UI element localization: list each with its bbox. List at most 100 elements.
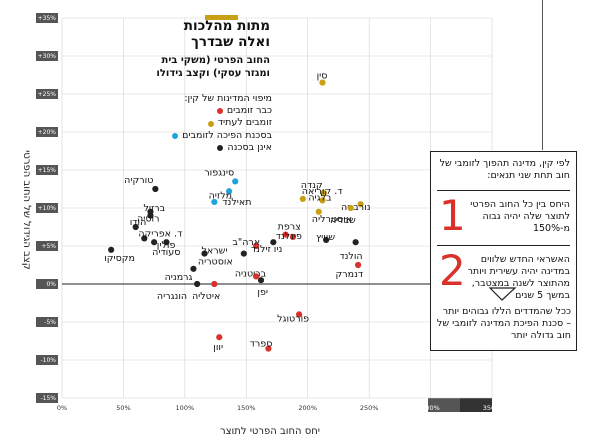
condition-2-text: האשראי החדש שלווים במדינה יהיה עשירית וי…	[467, 254, 570, 301]
point-label: ניו זילנד	[251, 244, 282, 255]
point-label: שבדיה	[330, 215, 356, 226]
data-point	[147, 212, 154, 219]
point-label: תאילנד	[222, 197, 251, 208]
data-point	[315, 208, 322, 215]
y-tick-bg	[36, 165, 58, 175]
point-label: הונגריה	[157, 291, 187, 302]
y-tick-bg	[36, 355, 58, 365]
legend-label: אינן בסכנה	[227, 141, 272, 153]
data-point	[225, 188, 233, 195]
y-tick-label: -5%	[44, 319, 56, 326]
point-label: ד. קוריאה	[302, 186, 343, 197]
point-label: פורטוגל	[277, 313, 309, 324]
y-tick-label: -10%	[40, 357, 56, 364]
data-point	[190, 265, 197, 272]
point-label: דנמרק	[336, 269, 364, 280]
point-label: סינגפור	[204, 167, 234, 178]
legend-swatch	[207, 120, 214, 127]
x-tick-label: 350%	[483, 404, 502, 412]
point-label: ברזיל	[143, 203, 165, 214]
data-point	[232, 178, 239, 185]
y-tick-bg	[36, 203, 58, 213]
data-point	[270, 239, 277, 246]
legend-item: זומבים לעתיד	[150, 117, 272, 129]
data-point	[289, 233, 297, 240]
page-divider	[542, 0, 543, 150]
y-tick-bg	[36, 89, 58, 99]
legend-swatch	[172, 132, 179, 139]
legend-swatch	[217, 144, 224, 151]
data-point	[211, 198, 218, 206]
x-axis-title: יחס החוב הפרטי לתוצר	[220, 426, 320, 437]
y-tick-label: +10%	[38, 205, 57, 212]
title-accent-bar	[205, 15, 238, 20]
conditions-box: לפי קין, מדינה תהפוך לזומבי של חוב תחת ש…	[430, 151, 577, 351]
legend-heading: מיפוי המדינות של קין:	[184, 93, 272, 104]
data-point	[299, 195, 306, 202]
title-block: מתות מהלכות ואלה שבדרך החוב הפרטי (משקי …	[150, 18, 270, 80]
point-label: רוסיה	[137, 214, 159, 225]
point-label: שוויץ	[316, 232, 335, 243]
y-tick-bg	[36, 279, 58, 289]
data-point	[211, 280, 218, 288]
summary-text: ככל שהמדדים הללו גבוהים יותר – סכנת הפיכ…	[436, 306, 571, 341]
chart-subtitle: החוב הפרטי (משקי בית ומגזר עסקי) וקצב גי…	[156, 55, 270, 79]
point-label: צרפת	[278, 222, 301, 233]
point-label: ד. אפריקה	[138, 228, 182, 239]
y-tick-label: 0%	[46, 281, 56, 288]
data-point	[354, 261, 362, 269]
y-tick-label: +5%	[41, 243, 56, 250]
data-point	[108, 246, 115, 253]
y-tick-label: +15%	[38, 167, 57, 174]
condition-1-number: 1	[439, 191, 466, 240]
point-label: יפן	[257, 287, 268, 298]
x-tick-label: 50%	[116, 404, 130, 412]
data-point	[132, 223, 139, 231]
data-point	[319, 197, 326, 204]
data-point	[319, 79, 326, 86]
legend-swatch	[216, 108, 223, 115]
point-label: בריטניה	[235, 268, 267, 279]
data-point	[323, 236, 330, 244]
point-label: איטליה	[192, 291, 220, 302]
y-tick-label: +35%	[38, 15, 57, 22]
condition-2-number: 2	[439, 246, 466, 295]
legend-item: בסכנת הפיכה לזומבים	[150, 130, 272, 142]
x-tick-label: 250%	[360, 404, 379, 412]
point-label: פינלנד	[276, 231, 302, 242]
y-tick-bg	[36, 317, 58, 327]
point-label: קנדה	[301, 180, 323, 191]
point-label: בלגיה	[308, 192, 332, 203]
axes: +35% +30% +25% +20% +15% +10% +5% 0% -5% -10% -15%…	[21, 13, 501, 437]
point-label: סין	[317, 71, 328, 82]
y-tick-bg	[36, 127, 58, 137]
point-label: פולין	[157, 240, 176, 251]
legend-label: זומבים לעתיד	[217, 117, 272, 129]
plot-dark-band-1	[428, 398, 460, 412]
summary-box: ככל שהמדדים הללו גבוהים יותר – סכנת הפיכ…	[430, 300, 577, 351]
legend-label: כבר זומבים	[226, 105, 272, 117]
data-point	[352, 239, 359, 246]
data-point	[141, 235, 148, 242]
x-tick-label: 300%	[421, 404, 440, 412]
data-point	[320, 189, 327, 196]
chart-title: מתות מהלכות ואלה שבדרך	[183, 18, 270, 50]
y-tick-bg	[36, 51, 58, 61]
data-point	[265, 345, 272, 352]
condition-1-text: היחס בין כל החוב הפרטי לתוצר שלה יהיה גב…	[470, 199, 570, 234]
data-point	[216, 334, 223, 341]
data-point	[151, 239, 158, 246]
data-point	[194, 280, 201, 288]
point-label: הולנד	[339, 251, 362, 262]
legend: מיפוי המדינות של קין: כבר זומבים זומבים …	[150, 93, 272, 154]
point-label: סעודיה	[152, 247, 180, 258]
x-tick-label: 200%	[298, 404, 317, 412]
data-point	[201, 250, 208, 257]
point-label: ספרד	[250, 339, 273, 350]
x-tick-label: 150%	[237, 404, 256, 412]
point-label: אוסטריה	[198, 257, 233, 268]
data-point	[163, 239, 170, 246]
point-label: מקסיקו	[104, 253, 135, 264]
point-label: אוסטרליה	[312, 214, 352, 225]
